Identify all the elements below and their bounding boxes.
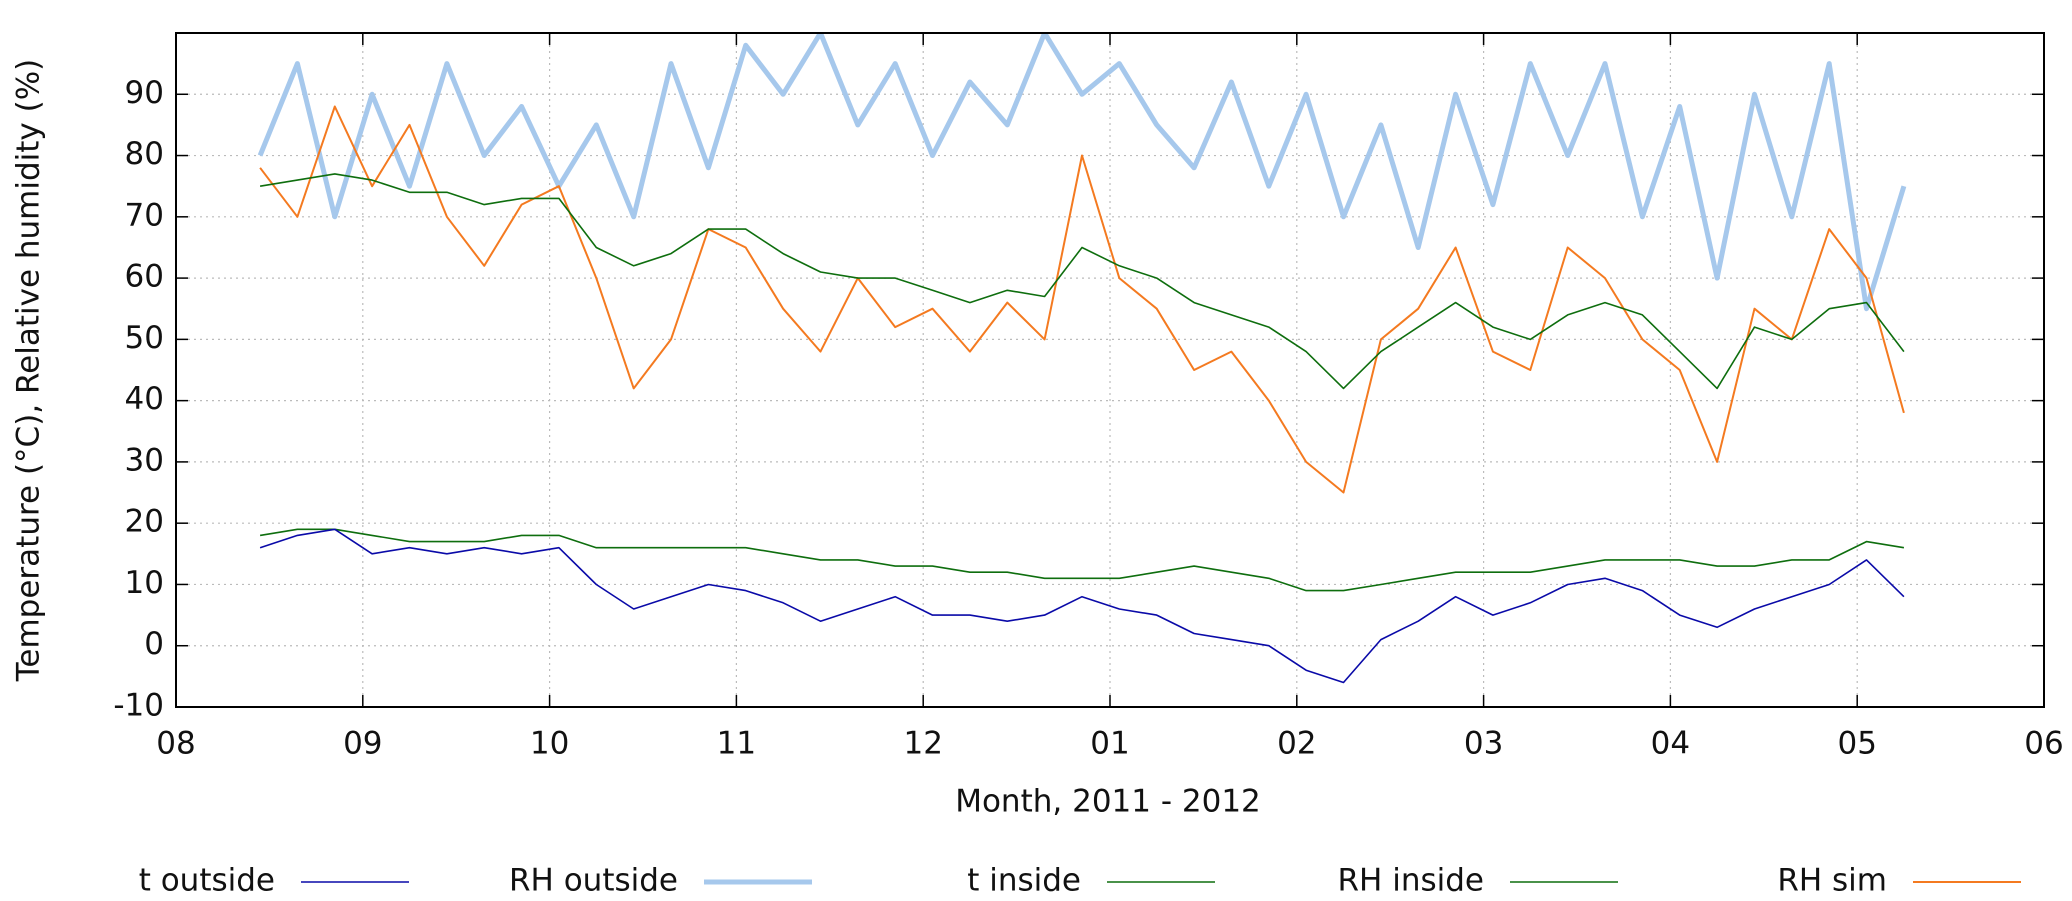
y-tick-label: 80 bbox=[125, 136, 164, 172]
x-axis-label: Month, 2011 - 2012 bbox=[955, 784, 1261, 820]
y-tick-label: 50 bbox=[125, 320, 164, 356]
series-line bbox=[259, 528, 1905, 684]
y-tick-label: -10 bbox=[113, 688, 164, 724]
x-tick-label: 09 bbox=[343, 726, 382, 762]
series-line bbox=[257, 33, 1907, 312]
y-tick-label: 0 bbox=[144, 626, 164, 662]
y-axis-label: Temperature (°C), Relative humidity (%) bbox=[11, 59, 47, 683]
x-tick-label: 06 bbox=[2024, 726, 2063, 762]
series-line bbox=[259, 105, 1905, 494]
legend-label: RH outside bbox=[509, 863, 678, 899]
legend-label: RH sim bbox=[1777, 863, 1887, 899]
x-tick-label: 08 bbox=[156, 726, 195, 762]
y-tick-label: 20 bbox=[125, 504, 164, 540]
x-tick-label: 02 bbox=[1277, 726, 1316, 762]
legend-label: t outside bbox=[139, 863, 275, 899]
x-tick-label: 03 bbox=[1464, 726, 1503, 762]
y-tick-label: 10 bbox=[125, 565, 164, 601]
legend-label: t inside bbox=[967, 863, 1081, 899]
y-tick-label: 40 bbox=[125, 381, 164, 417]
y-tick-label: 60 bbox=[125, 259, 164, 295]
plot-frame bbox=[175, 32, 2045, 708]
y-tick-label: 30 bbox=[125, 442, 164, 478]
x-tick-label: 12 bbox=[903, 726, 942, 762]
x-tick-label: 11 bbox=[717, 726, 756, 762]
series-line bbox=[259, 173, 1905, 390]
x-tick-label: 04 bbox=[1651, 726, 1690, 762]
x-tick-label: 01 bbox=[1090, 726, 1129, 762]
y-tick-label: 90 bbox=[125, 75, 164, 111]
x-tick-label: 10 bbox=[530, 726, 569, 762]
x-tick-label: 05 bbox=[1837, 726, 1876, 762]
legend-label: RH inside bbox=[1338, 863, 1484, 899]
series-line bbox=[259, 528, 1905, 592]
y-tick-label: 70 bbox=[125, 197, 164, 233]
